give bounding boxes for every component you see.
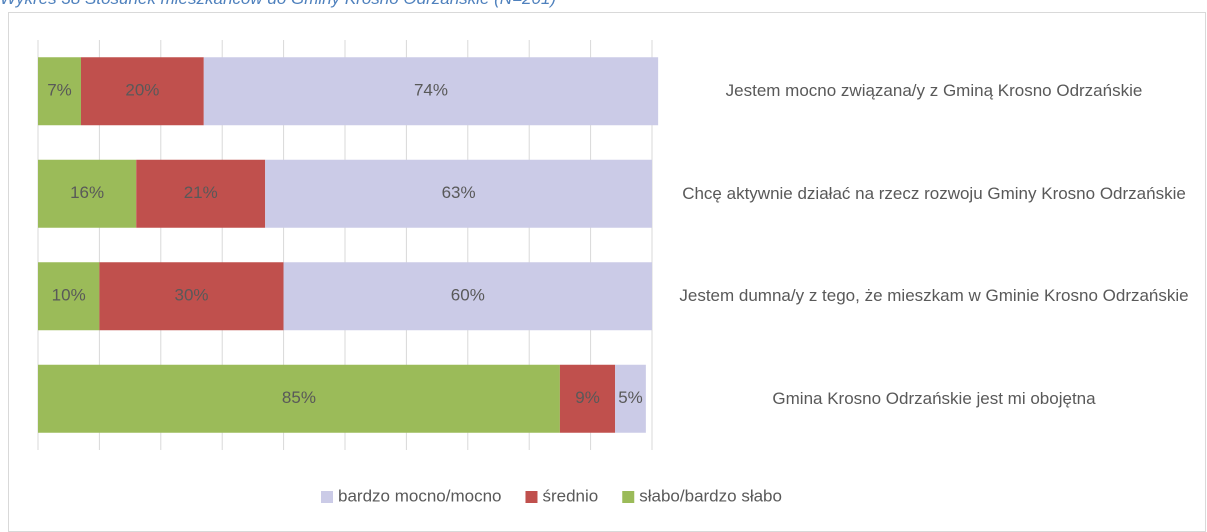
bar-segment — [38, 364, 560, 433]
legend-label: słabo/bardzo słabo — [639, 486, 782, 505]
bar-segment — [615, 364, 646, 433]
value-label: 7% — [47, 81, 72, 100]
value-label: 30% — [174, 286, 208, 305]
value-label: 85% — [282, 388, 316, 407]
value-label: 9% — [575, 388, 600, 407]
legend-label: bardzo mocno/mocno — [338, 486, 501, 505]
value-label: 16% — [70, 183, 104, 202]
value-label: 74% — [414, 81, 448, 100]
category-label: Jestem mocno związana/y z Gminą Krosno O… — [725, 81, 1143, 101]
category-label: Chcę aktywnie działać na rzecz rozwoju G… — [682, 183, 1186, 203]
value-label: 20% — [125, 81, 159, 100]
legend-swatch — [525, 491, 538, 503]
value-label: 5% — [618, 388, 643, 407]
chart-title: Wykres 38 Stosunek mieszkańców do Gminy … — [0, 0, 556, 9]
value-label: 60% — [451, 286, 485, 305]
bar-segment — [265, 159, 652, 228]
bar-segment — [80, 57, 204, 126]
legend-swatch — [321, 491, 333, 503]
bar-segment — [99, 262, 284, 331]
category-label: Gmina Krosno Odrzańskie jest mi obojętna — [772, 388, 1096, 408]
bar-segment — [38, 262, 100, 331]
value-label: 63% — [442, 183, 476, 202]
value-label: 21% — [184, 183, 218, 202]
legend-swatch — [622, 491, 635, 503]
legend-label: średnio — [542, 486, 598, 505]
bar-segment — [38, 57, 81, 126]
bar-segment — [203, 57, 659, 126]
bar-segment — [559, 364, 616, 433]
bar-segment — [283, 262, 652, 331]
value-label: 10% — [52, 286, 86, 305]
category-label: Jestem dumna/y z tego, że mieszkam w Gmi… — [679, 286, 1189, 306]
bar-segment — [38, 159, 137, 228]
bar-segment — [136, 159, 266, 228]
